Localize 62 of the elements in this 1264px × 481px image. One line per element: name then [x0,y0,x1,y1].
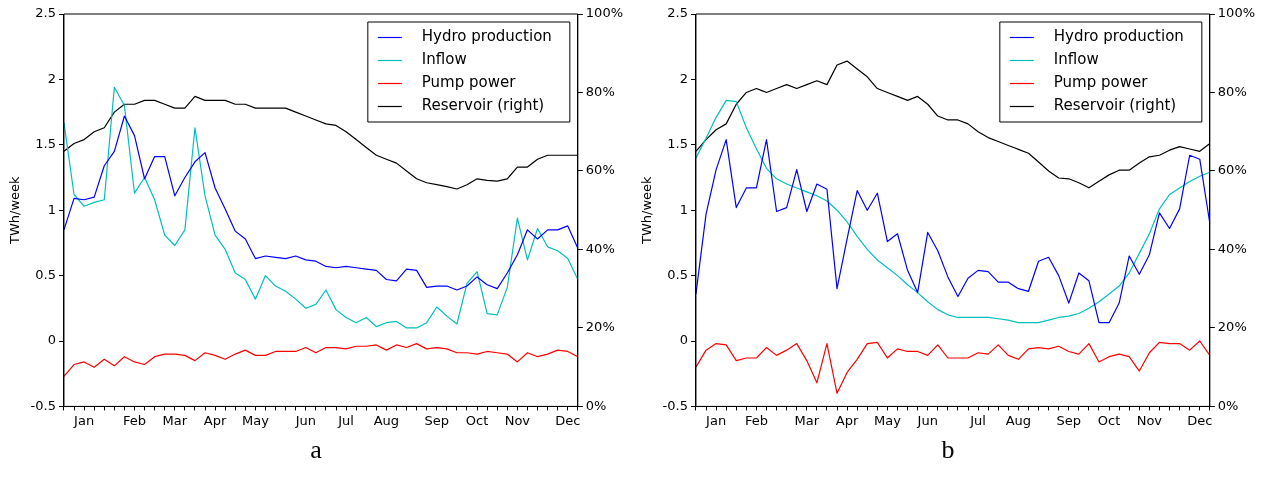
x-tick-label: Dec [555,412,581,428]
legend-label: Pump power [421,73,517,92]
x-tick-label: Sep [424,412,450,428]
y2-tick-label: 100% [1217,5,1256,21]
legend-label: Inflow [421,50,467,69]
y2-tick-label: 0% [585,397,607,413]
x-tick-label: Mar [794,412,820,428]
y-tick-label: 2.5 [35,5,56,21]
y-axis-title: TWh/week [7,175,23,245]
x-tick-label: Feb [744,412,768,428]
legend-label: Inflow [1053,50,1099,69]
x-tick-label: Jan [73,412,95,428]
y-tick-label: 0 [47,332,56,348]
y2-tick-label: 40% [1217,240,1247,256]
y2-tick-label: 0% [1217,397,1239,413]
y-axis-title: TWh/week [639,175,655,245]
y2-tick-label: 100% [585,5,624,21]
y-tick-label: 2 [679,70,688,86]
y-tick-label: 0.5 [667,266,688,282]
y2-tick-label: 60% [1217,162,1247,178]
y2-tick-label: 80% [1217,83,1247,99]
legend-label: Hydro production [1053,27,1184,46]
x-tick-label: Dec [1187,412,1213,428]
legend-label: Reservoir (right) [1053,96,1177,115]
x-tick-label: Aug [373,412,400,428]
y-tick-label: 2 [47,70,56,86]
x-tick-label: Oct [465,412,489,428]
x-tick-label: Jul [337,412,354,428]
legend-label: Reservoir (right) [421,96,545,115]
x-tick-label: Apr [835,412,859,428]
y-tick-label: 0 [679,332,688,348]
y-tick-label: -0.5 [662,397,688,413]
x-tick-label: Apr [203,412,227,428]
y-tick-label: 2.5 [667,5,688,21]
x-tick-label: Nov [1136,412,1163,428]
text: b [940,434,956,466]
y2-tick-label: 60% [585,162,615,178]
x-tick-label: Jan [705,412,727,428]
y-tick-label: 1.5 [667,136,688,152]
x-tick-label: Sep [1056,412,1082,428]
x-tick-label: May [873,412,902,428]
x-tick-label: Oct [1097,412,1121,428]
y-tick-label: -0.5 [30,397,56,413]
text: a [309,434,323,466]
x-tick-label: Jun [916,412,938,428]
y-tick-label: 1.5 [35,136,56,152]
y2-tick-label: 80% [585,83,615,99]
x-tick-label: Feb [122,412,147,428]
x-tick-label: Nov [504,412,531,428]
y-tick-label: 0.5 [35,266,56,282]
x-tick-label: Mar [162,412,188,428]
y-tick-label: 1 [679,201,688,217]
y2-tick-label: 40% [585,240,615,256]
x-tick-label: Aug [1005,412,1032,428]
legend-label: Hydro production [421,27,552,46]
x-tick-label: Jul [969,412,986,428]
y-tick-label: 1 [47,201,56,217]
x-tick-label: May [241,412,270,428]
y2-tick-label: 20% [585,319,615,335]
legend-label: Pump power [1053,73,1149,92]
x-tick-label: Jun [294,412,316,428]
y2-tick-label: 20% [1217,319,1247,335]
